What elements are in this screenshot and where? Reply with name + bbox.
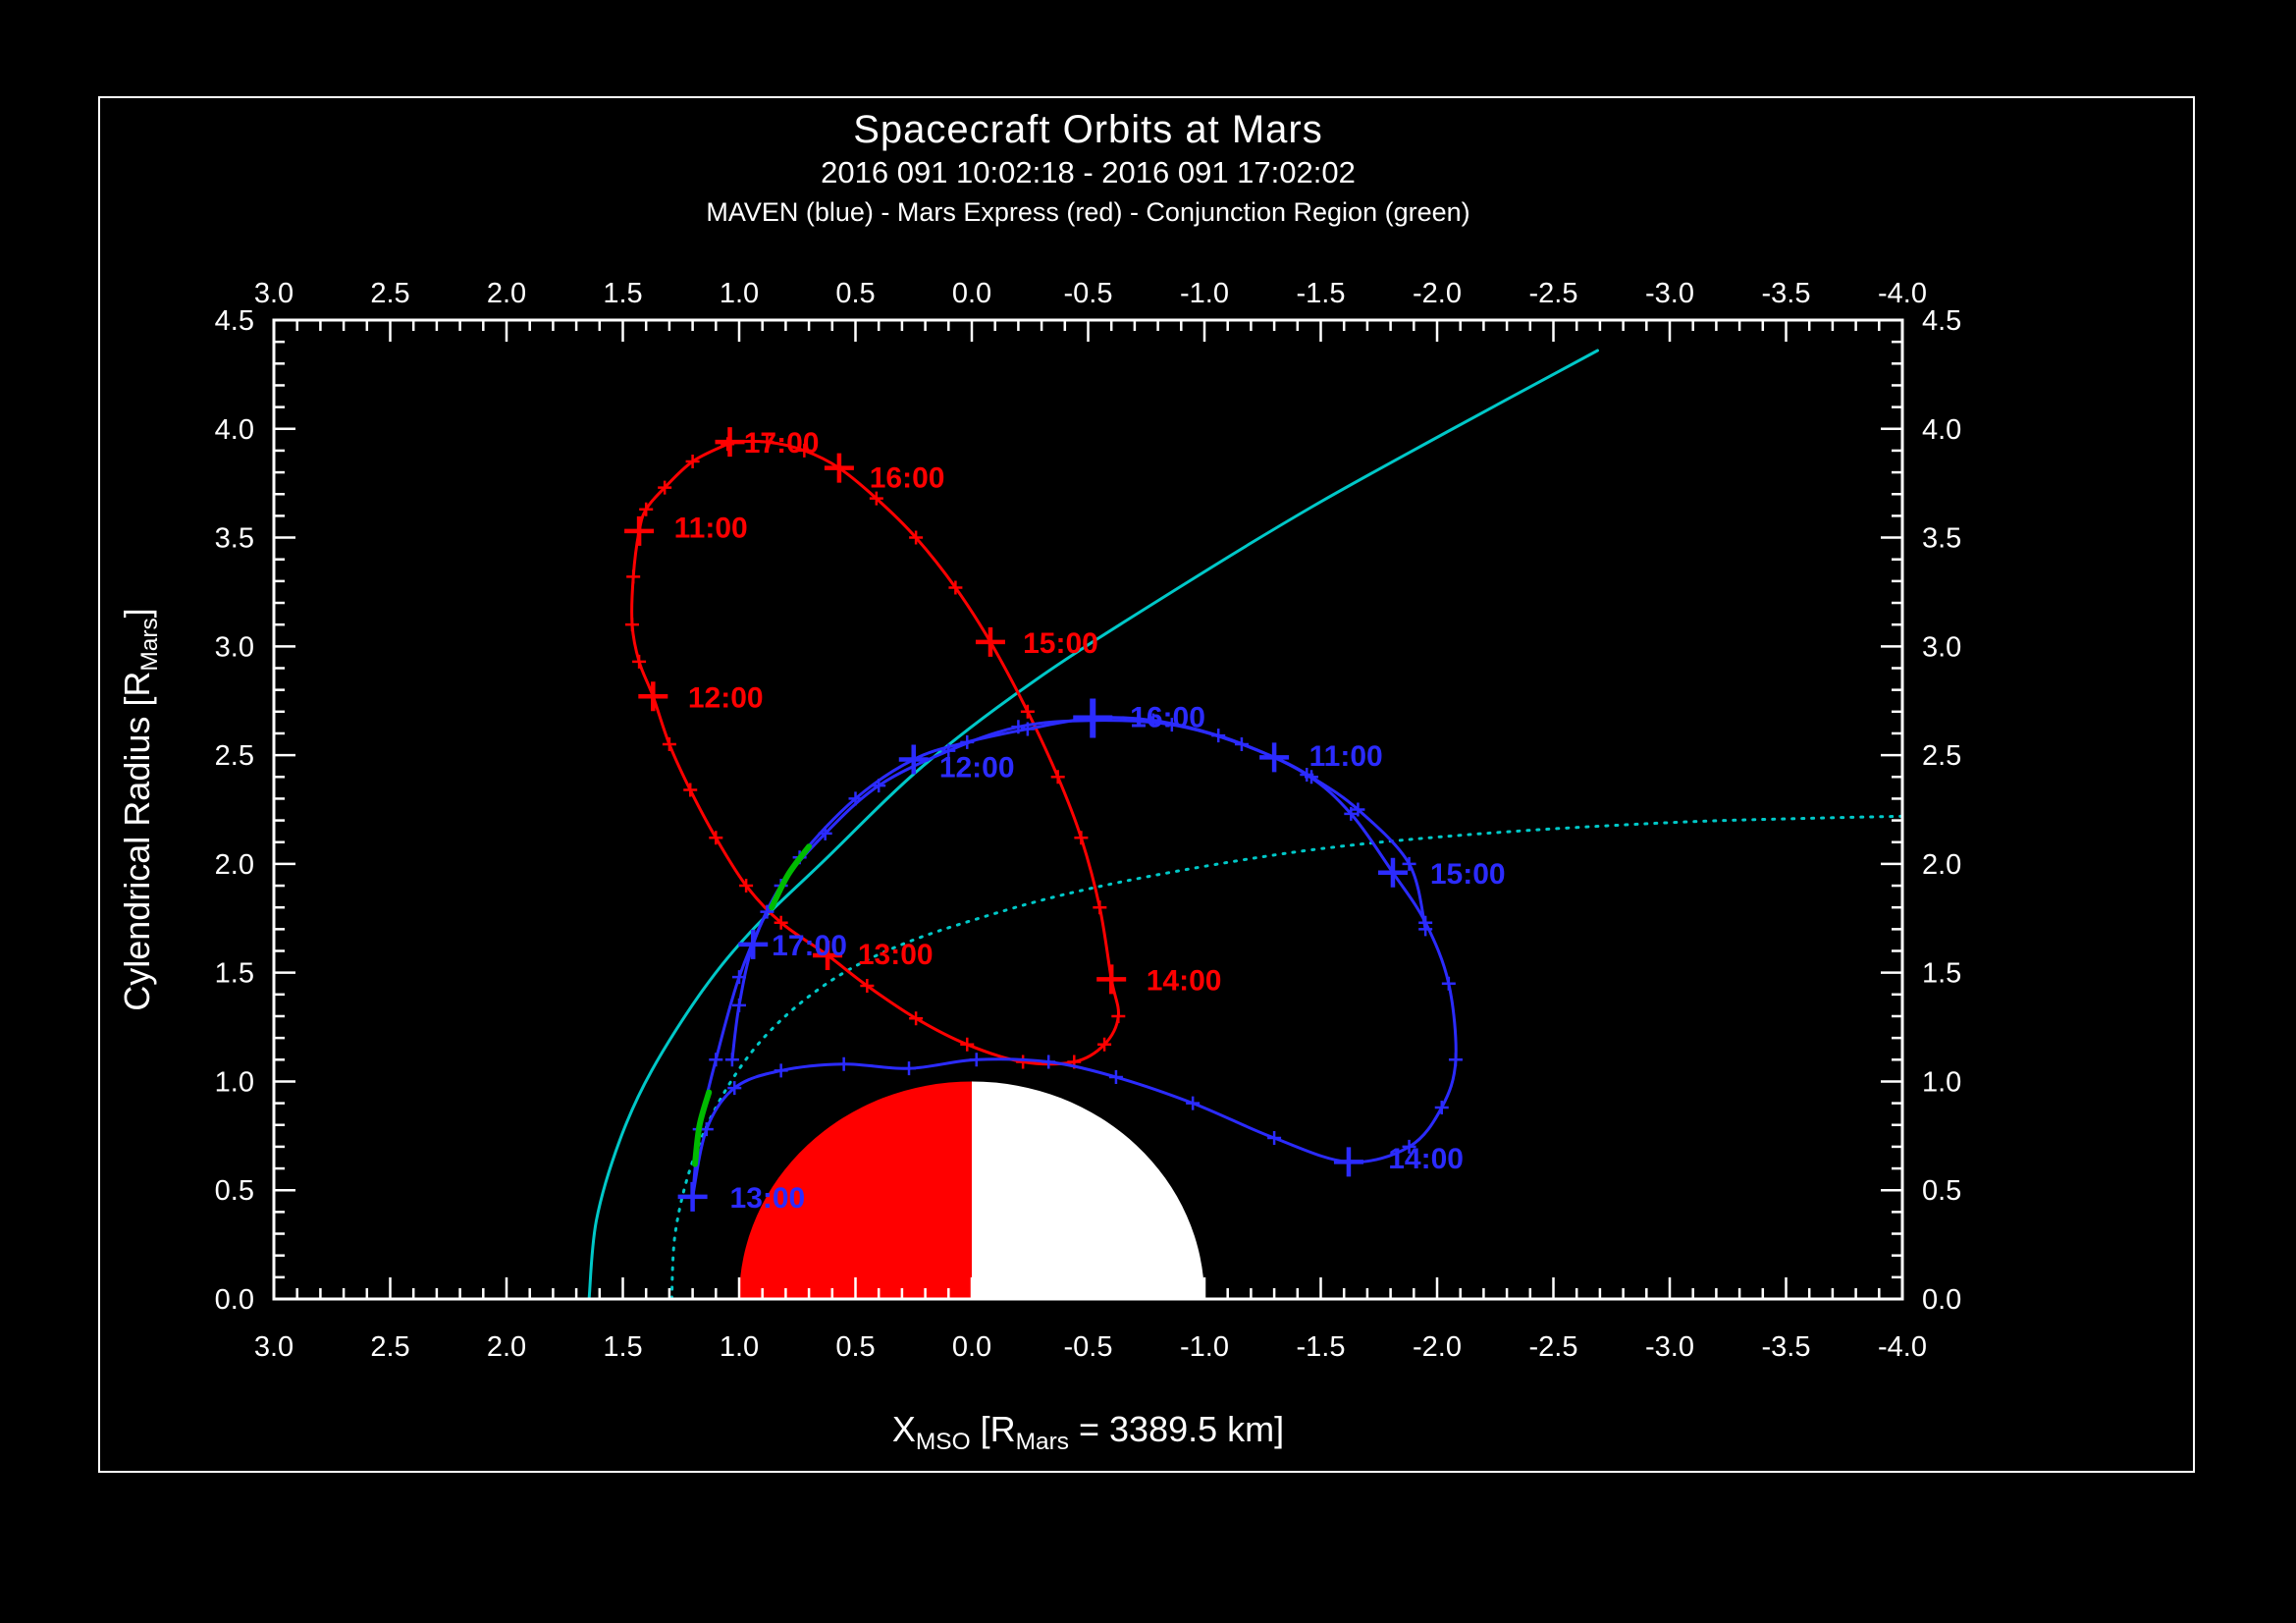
- svg-text:0.5: 0.5: [215, 1175, 254, 1207]
- svg-text:2.5: 2.5: [215, 740, 254, 772]
- chart-title: Spacecraft Orbits at Mars: [853, 108, 1323, 151]
- svg-text:3.0: 3.0: [215, 631, 254, 663]
- svg-text:0.0: 0.0: [215, 1284, 254, 1316]
- boundary-dotted: [669, 814, 1902, 1299]
- plot-area: 11:0012:0013:0014:0015:0016:0017:0011:00…: [587, 349, 1902, 1299]
- svg-text:-2.0: -2.0: [1413, 278, 1462, 309]
- boundary-solid: [587, 349, 1599, 1299]
- svg-text:-1.5: -1.5: [1297, 1331, 1346, 1363]
- time-label: 13:00: [730, 1182, 806, 1215]
- svg-text:3.0: 3.0: [254, 278, 294, 309]
- svg-text:0.0: 0.0: [952, 1331, 991, 1363]
- svg-text:4.5: 4.5: [215, 305, 254, 337]
- time-label: 16:00: [870, 462, 945, 495]
- time-label: 17:00: [772, 930, 847, 962]
- svg-text:0.5: 0.5: [835, 1331, 875, 1363]
- svg-text:-2.0: -2.0: [1413, 1331, 1462, 1363]
- time-label: 15:00: [1430, 858, 1506, 891]
- mars-express-orbit-hour-labels: 11:00 12:00 13:00 14:00 15:00 16:00 17:00: [624, 427, 1221, 997]
- svg-text:1.5: 1.5: [603, 1331, 642, 1363]
- time-label: 12:00: [939, 751, 1015, 784]
- time-label: 13:00: [858, 939, 934, 971]
- svg-text:1.5: 1.5: [603, 278, 642, 309]
- time-label: 11:00: [674, 513, 748, 545]
- svg-text:-3.0: -3.0: [1645, 1331, 1694, 1363]
- svg-text:0.5: 0.5: [1922, 1175, 1961, 1207]
- svg-text:1.5: 1.5: [215, 958, 254, 990]
- time-label: 14:00: [1388, 1143, 1464, 1175]
- conjunction-region: [692, 843, 813, 1167]
- svg-text:1.0: 1.0: [1922, 1066, 1961, 1098]
- svg-text:1.0: 1.0: [720, 1331, 759, 1363]
- svg-text:2.5: 2.5: [1922, 740, 1961, 772]
- svg-text:-1.0: -1.0: [1180, 278, 1229, 309]
- x-axis-title: XMSO [RMars = 3389.5 km]: [892, 1409, 1284, 1455]
- axis-ticks: [272, 318, 1904, 1301]
- time-label: 17:00: [744, 427, 820, 460]
- svg-text:2.0: 2.0: [1922, 849, 1961, 881]
- svg-text:-2.5: -2.5: [1529, 1331, 1578, 1363]
- svg-text:-0.5: -0.5: [1064, 278, 1113, 309]
- svg-text:2.0: 2.0: [215, 849, 254, 881]
- svg-text:-0.5: -0.5: [1064, 1331, 1113, 1363]
- axis-tick-labels: 3.0 3.0 2.5 2.5 2.0 2.0 1.5 1.5 1.0 1.0 0.5 0.5 0.0 0…: [215, 278, 1962, 1363]
- svg-text:-1.5: -1.5: [1297, 278, 1346, 309]
- time-label: 14:00: [1147, 964, 1222, 997]
- svg-text:4.0: 4.0: [1922, 414, 1961, 446]
- svg-text:2.5: 2.5: [370, 278, 409, 309]
- svg-text:3.5: 3.5: [215, 523, 254, 555]
- svg-text:2.0: 2.0: [487, 278, 526, 309]
- svg-text:3.5: 3.5: [1922, 523, 1961, 555]
- svg-text:-4.0: -4.0: [1878, 278, 1927, 309]
- svg-text:2.0: 2.0: [487, 1331, 526, 1363]
- svg-text:1.5: 1.5: [1922, 958, 1961, 990]
- time-label: 11:00: [1309, 740, 1383, 773]
- svg-text:2.5: 2.5: [370, 1331, 409, 1363]
- svg-text:-3.5: -3.5: [1762, 1331, 1811, 1363]
- figure-border: [98, 96, 2195, 1473]
- svg-text:0.0: 0.0: [1922, 1284, 1961, 1316]
- maven-orbit-hour-labels: 11:00 12:00 13:00 14:00 15:00 16:00 17:00: [677, 698, 1506, 1215]
- svg-text:0.0: 0.0: [952, 278, 991, 309]
- svg-text:1.0: 1.0: [720, 278, 759, 309]
- mars-disk: [739, 1081, 1204, 1299]
- svg-text:-1.0: -1.0: [1180, 1331, 1229, 1363]
- time-label: 16:00: [1130, 701, 1205, 733]
- y-axis-title: Cylendrical Radius [RMars]: [117, 608, 163, 1011]
- svg-text:-4.0: -4.0: [1878, 1331, 1927, 1363]
- svg-text:0.5: 0.5: [835, 278, 875, 309]
- mars-express-orbit: [624, 435, 1126, 1069]
- svg-text:3.0: 3.0: [1922, 631, 1961, 663]
- svg-text:3.0: 3.0: [254, 1331, 294, 1363]
- svg-text:-3.5: -3.5: [1762, 278, 1811, 309]
- chart-legend: MAVEN (blue) - Mars Express (red) - Conj…: [706, 197, 1470, 227]
- time-label: 15:00: [1023, 627, 1098, 660]
- chart-subtitle: 2016 091 10:02:18 - 2016 091 17:02:02: [821, 155, 1356, 189]
- svg-text:-2.5: -2.5: [1529, 278, 1578, 309]
- svg-text:4.5: 4.5: [1922, 305, 1961, 337]
- time-label: 12:00: [688, 681, 764, 714]
- svg-text:-3.0: -3.0: [1645, 278, 1694, 309]
- svg-text:4.0: 4.0: [215, 414, 254, 446]
- svg-text:1.0: 1.0: [215, 1066, 254, 1098]
